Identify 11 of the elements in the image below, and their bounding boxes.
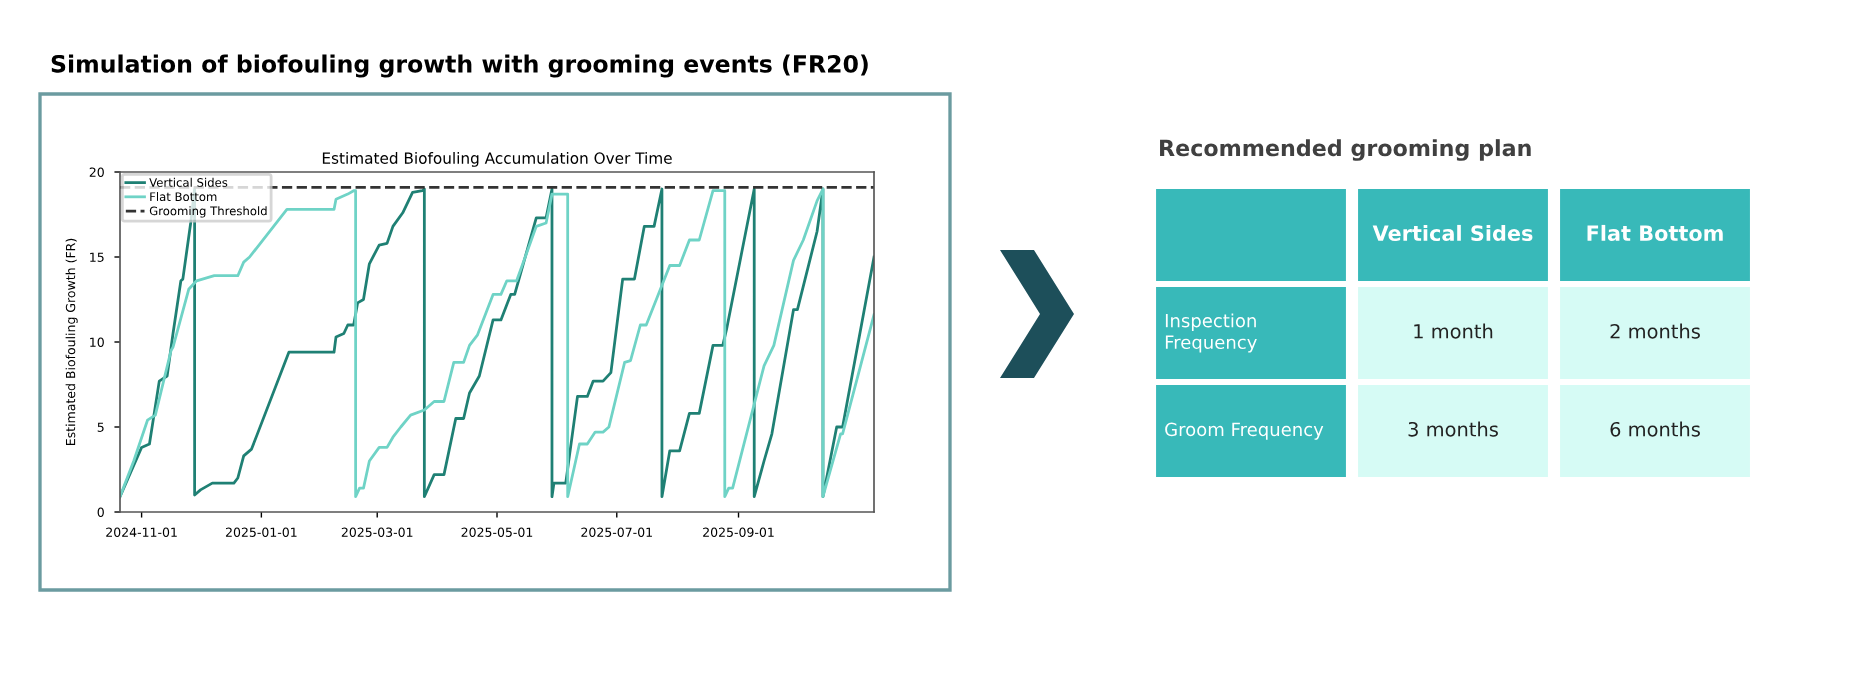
- text: 1 month: [1414, 323, 1493, 339]
- text: 6 months: [1610, 421, 1700, 437]
- category-label: Inspection Frequency: [1165, 313, 1257, 353]
- category-label: Vertical Sides: [1372, 224, 1533, 242]
- category-label: Groom Frequency: [1165, 422, 1324, 440]
- text: Recommended grooming plan: [1160, 139, 1531, 161]
- chart-title: Simulation of biofouling growth with grooming events (FR20): [51, 54, 868, 78]
- text: 2 months: [1610, 323, 1700, 339]
- text: 3 months: [1408, 421, 1498, 437]
- line-series: [120, 187, 874, 499]
- category-label: Flat Bottom: [1587, 224, 1723, 242]
